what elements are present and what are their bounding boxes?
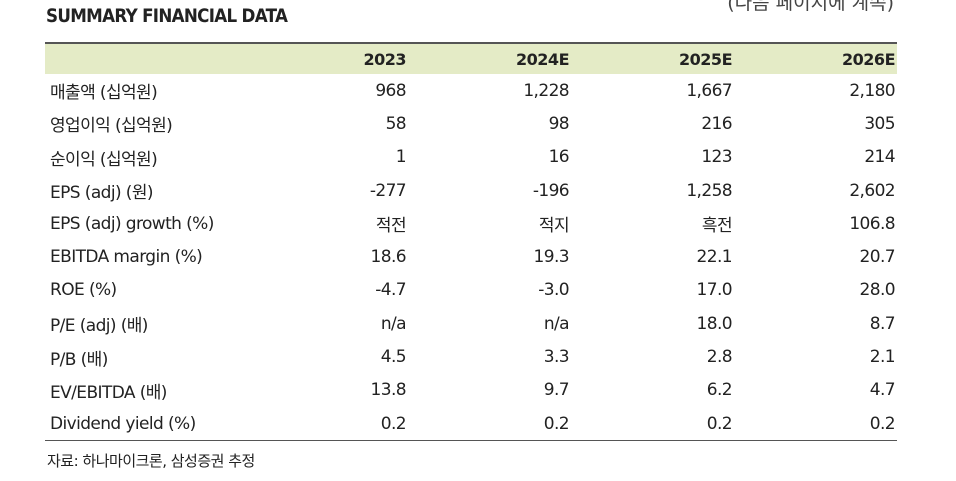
value-cell: 1,228 [523,80,569,101]
value-cell: 123 [701,147,732,168]
row-label: 순이익 (십억원) [50,149,158,170]
value-cell: 216 [701,113,732,134]
row-label: EPS (adj) growth (%) [50,213,214,234]
value-cell: 0.2 [245,406,408,442]
value-cell: 0.2 [571,406,734,442]
value-cell: 17.0 [696,280,733,301]
table-row: EPS (adj) growth (%) 적전 적지 흑전 106.8 [45,207,897,240]
value-cell: 2,602 [849,180,895,201]
value-cell: 1,667 [686,80,732,101]
value-cell: 2.8 [706,347,733,368]
value-cell: 19.3 [533,247,570,268]
value-cell: 18.6 [370,247,407,268]
table-row: ROE (%) -4.7 -3.0 17.0 28.0 [45,274,897,307]
continued-note: (다음 페이지에 계속) [727,0,894,14]
value-cell: 58 [385,113,407,134]
value-cell: 6.2 [706,380,733,401]
value-cell: 적전 [375,216,407,237]
value-cell: 3.3 [543,347,570,368]
value-cell: n/a [380,313,407,334]
row-label: EPS (adj) (원) [50,183,154,204]
header-cell: 2026E [734,42,897,74]
row-label: 매출액 (십억원) [50,83,158,104]
value-cell: 968 [375,80,406,101]
row-label: EBITDA margin (%) [50,247,203,268]
value-cell: 흑전 [701,216,733,237]
value-cell: 9.7 [543,380,570,401]
value-cell: 13.8 [370,380,407,401]
row-label: Dividend yield (%) [45,406,245,442]
value-cell: 2.1 [869,347,896,368]
row-label: P/E (adj) (배) [50,316,148,337]
table-row: 영업이익 (십억원) 58 98 216 305 [45,107,897,140]
value-cell: 0.2 [408,406,571,442]
value-cell: 20.7 [859,247,896,268]
table-row: P/E (adj) (배) n/a n/a 18.0 8.7 [45,307,897,340]
row-label: EV/EBITDA (배) [50,382,167,403]
value-cell: 214 [864,147,895,168]
header-cell [45,42,245,74]
value-cell: 18.0 [696,313,733,334]
table-row: P/B (배) 4.5 3.3 2.8 2.1 [45,340,897,373]
value-cell: 0.2 [734,406,897,442]
value-cell: 4.5 [380,347,407,368]
value-cell: n/a [543,313,570,334]
financial-table: 2023 2024E 2025E 2026E 매출액 (십억원) 968 1,228 1,6… [45,42,897,442]
table-row: 매출액 (십억원) 968 1,228 1,667 2,180 [45,74,897,107]
value-cell: 8.7 [869,313,896,334]
header-cell: 2024E [408,42,571,74]
table-body: 매출액 (십억원) 968 1,228 1,667 2,180 영업이익 (십억원) 58 9… [45,74,897,442]
table-row: EV/EBITDA (배) 13.8 9.7 6.2 4.7 [45,374,897,407]
value-cell: 98 [548,113,570,134]
value-cell: -196 [532,180,570,201]
value-cell: 28.0 [859,280,896,301]
value-cell: 106.8 [849,213,895,234]
table-row: Dividend yield (%) 0.2 0.2 0.2 0.2 [45,406,897,442]
value-cell: 22.1 [696,247,733,268]
table-row: 순이익 (십억원) 1 16 123 214 [45,141,897,174]
header-cell: 2025E [571,42,734,74]
value-cell: -3.0 [538,280,569,301]
value-cell: 1 [395,147,407,168]
header-row: 2023 2024E 2025E 2026E [45,42,897,74]
value-cell: -4.7 [375,280,406,301]
row-label: ROE (%) [50,280,117,301]
header-cell: 2023 [245,42,408,74]
value-cell: 16 [548,147,570,168]
source: 자료: 하나마이크론, 삼성증권 추정 [47,452,255,470]
value-cell: 1,258 [686,180,732,201]
value-cell: 적지 [538,216,570,237]
value-cell: 2,180 [849,80,895,101]
table-row: EPS (adj) (원) -277 -196 1,258 2,602 [45,174,897,207]
value-cell: -277 [369,180,407,201]
title: SUMMARY FINANCIAL DATA [46,5,288,27]
row-label: P/B (배) [50,349,108,370]
table-row: EBITDA margin (%) 18.6 19.3 22.1 20.7 [45,240,897,273]
row-label: 영업이익 (십억원) [50,116,173,137]
value-cell: 4.7 [869,380,896,401]
value-cell: 305 [864,113,895,134]
